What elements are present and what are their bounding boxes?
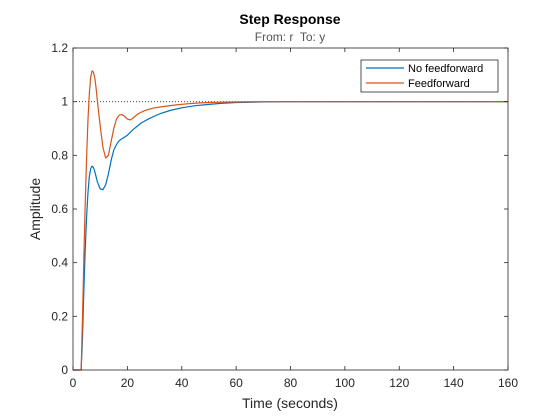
y-tick-label: 1 <box>61 95 68 109</box>
x-tick-label: 0 <box>70 376 77 390</box>
chart-subtitle: From: r To: y <box>255 30 325 44</box>
series-line-feedforward <box>73 70 508 371</box>
x-tick-label: 80 <box>284 376 298 390</box>
x-tick-label: 120 <box>389 376 409 390</box>
x-tick-label: 60 <box>229 376 243 390</box>
legend-label-no-feedforward: No feedforward <box>408 63 483 75</box>
legend: No feedforward Feedforward <box>360 59 499 93</box>
y-axis-label: Amplitude <box>27 178 43 240</box>
chart-title: Step Response <box>239 11 340 27</box>
y-tick-label: 1.2 <box>51 41 68 55</box>
legend-label-feedforward: Feedforward <box>408 78 470 90</box>
x-axis-label: Time (seconds) <box>242 395 338 411</box>
plot-area <box>73 48 508 370</box>
y-tick-label: 0.2 <box>51 309 68 323</box>
x-tick-label: 20 <box>121 376 135 390</box>
y-tick-label: 0.4 <box>51 256 68 270</box>
legend-box <box>360 59 499 93</box>
y-tick-label: 0.8 <box>51 148 68 162</box>
axis-ticks-group: 0 20 40 60 80 100 120 140 160 0 0.2 0.4 0.6 0.8 1 1.2 <box>51 41 518 390</box>
x-tick-label: 140 <box>444 376 464 390</box>
x-tick-label: 100 <box>335 376 355 390</box>
x-tick-label: 160 <box>498 376 518 390</box>
y-tick-label: 0.6 <box>51 202 68 216</box>
series-group <box>73 70 508 371</box>
y-tick-label: 0 <box>61 363 68 377</box>
x-tick-label: 40 <box>175 376 189 390</box>
